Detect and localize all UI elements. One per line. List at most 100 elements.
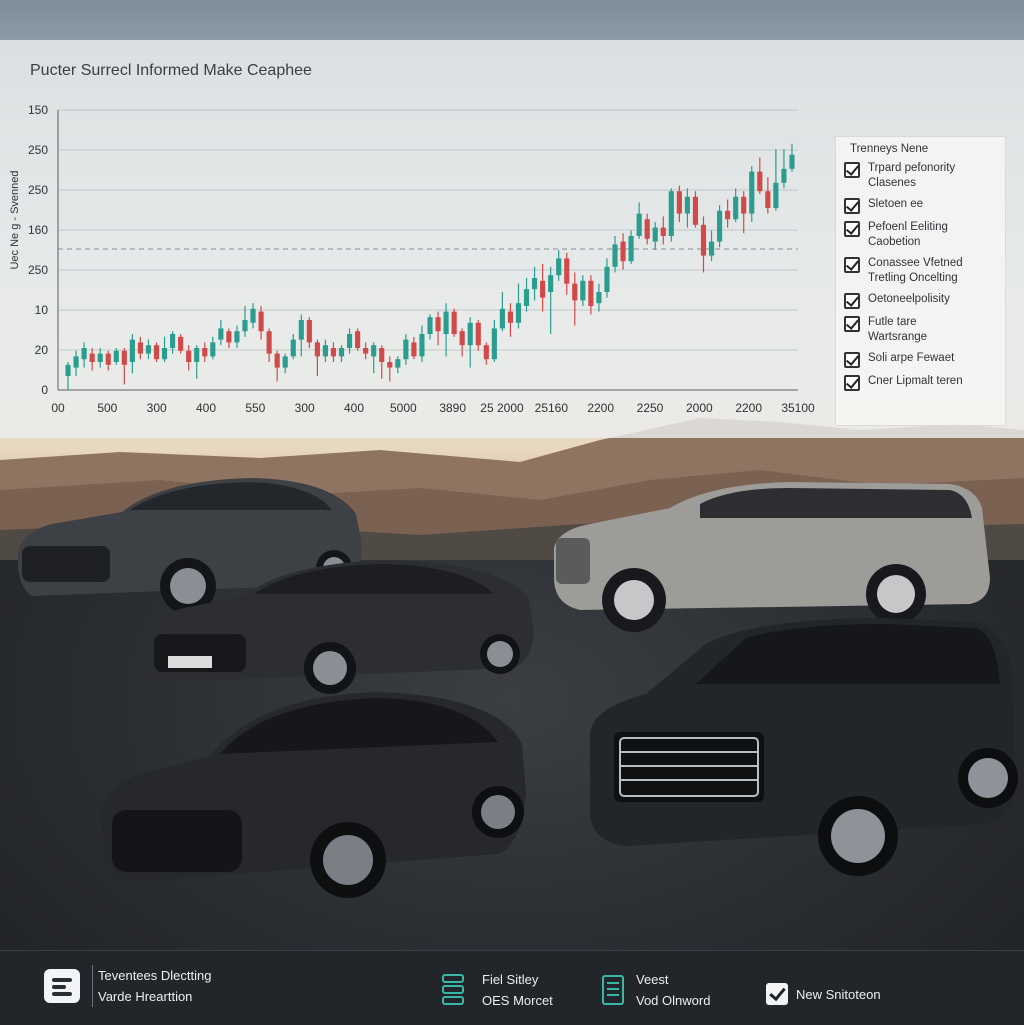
candle-body <box>314 342 320 357</box>
checklist-item[interactable]: Pefoenl Eeliting Caobetion <box>844 220 997 250</box>
checklist-item[interactable]: Futle tare Wartsrange <box>844 315 997 345</box>
checklist-item-line: Trpard pefonority <box>868 162 956 174</box>
candle-body <box>355 331 361 348</box>
chart-title: Pucter Surrecl Informed Make Ceaphee <box>30 62 312 79</box>
x-tick-label: 25 2000 <box>480 401 524 415</box>
candle-body <box>338 348 345 357</box>
candle-body <box>97 353 103 362</box>
x-tick-label: 2250 <box>637 401 664 415</box>
candle-body <box>556 258 562 276</box>
y-tick-label: 20 <box>35 343 49 357</box>
x-tick-label: 2200 <box>587 401 614 415</box>
checklist-item[interactable]: Cner Lipmalt teren <box>844 374 997 391</box>
candle-body <box>346 334 353 348</box>
checkbox-checked-icon[interactable] <box>844 162 860 178</box>
candle-body <box>443 311 449 334</box>
x-tick-label: 400 <box>344 401 364 415</box>
footer-item4-line1: New Snitoteon <box>796 986 881 1002</box>
checklist-item[interactable]: Oetoneelpolisity <box>844 292 997 309</box>
candle-body <box>531 278 538 290</box>
candle-body <box>548 275 554 292</box>
checklist-icon <box>602 975 624 1005</box>
checklist-item[interactable]: Trpard pefonority Clasenes <box>844 161 997 191</box>
y-tick-label: 250 <box>28 183 48 197</box>
candle-body <box>588 280 594 306</box>
candle-body <box>178 336 184 351</box>
checkbox-checked-icon[interactable] <box>844 375 860 391</box>
checklist-item-line: Cner Lipmalt teren <box>868 375 963 387</box>
candle-body <box>676 191 682 214</box>
candle-body <box>636 213 642 236</box>
candle-body <box>137 342 143 354</box>
footer-item-teventees[interactable]: Teventees Dlectting Varde Hrearttion <box>44 965 211 1007</box>
candle-body <box>692 196 699 225</box>
candle-body <box>612 244 618 267</box>
candlestick-chart: 150 250 250 160 250 10 20 0 Uec Ne g - Svenned 00… <box>9 103 815 415</box>
checkbox-checked-icon[interactable] <box>844 198 860 214</box>
checklist-panel: Trenneys Nene Trpard pefonority Clasenes S… <box>835 136 1006 426</box>
suv-black-front <box>590 618 1018 876</box>
candle-body <box>121 350 127 365</box>
candle-body <box>145 345 152 354</box>
checklist-item-label: Sletoen ee <box>868 197 923 212</box>
chart-panel: Pucter Surrecl Informed Make Ceaphee 150… <box>0 40 1024 438</box>
candle-body <box>218 328 224 340</box>
footer-divider <box>92 965 93 1007</box>
candle-body <box>725 210 731 220</box>
checklist-item[interactable]: Sletoen ee <box>844 197 997 214</box>
footer-item-new-snitoteon[interactable]: New Snitoteon <box>766 983 881 1005</box>
x-tick-label: 300 <box>147 401 167 415</box>
candle-body <box>258 311 264 332</box>
checklist-item-label: Trpard pefonority Clasenes <box>868 161 955 191</box>
candle-body <box>668 191 674 236</box>
candle-body <box>499 308 505 329</box>
checkbox-checked-icon[interactable] <box>844 352 860 368</box>
card-icon <box>44 969 80 1003</box>
candle-body <box>596 292 602 304</box>
checkmark-icon <box>766 983 788 1005</box>
footer-item1-line2: Varde Hrearttion <box>98 989 193 1004</box>
candle-body <box>483 345 489 360</box>
database-icon <box>442 974 464 1006</box>
candle-body <box>290 339 296 357</box>
candle-body <box>194 348 200 362</box>
candle-body <box>89 353 95 362</box>
candle-body <box>105 353 111 365</box>
candle-body <box>81 348 87 360</box>
y-tick-label: 10 <box>35 303 49 317</box>
checklist-item[interactable]: Soli arpe Fewaet <box>844 351 997 368</box>
candle-body <box>660 227 666 236</box>
candle-body <box>604 266 610 292</box>
candle-body <box>741 196 747 214</box>
checkbox-checked-icon[interactable] <box>844 221 860 237</box>
footer-item-fiel-sitley[interactable]: Fiel Sitley OES Morcet <box>442 969 553 1011</box>
candle-body <box>186 350 192 362</box>
candle-body <box>210 342 216 357</box>
candle-body <box>427 317 433 334</box>
checkbox-checked-icon[interactable] <box>844 257 860 273</box>
footer-item3-line2: Vod Olnword <box>636 993 711 1008</box>
checklist-item-line: Tretling Oncelting <box>868 272 958 284</box>
checklist-item-line: Wartsrange <box>868 331 928 343</box>
candle-body <box>515 303 522 323</box>
candle-body <box>129 339 135 362</box>
candle-body <box>379 348 385 362</box>
checklist-item[interactable]: Conassee Vfetned Tretling Oncelting <box>844 256 997 286</box>
x-tick-label: 500 <box>97 401 117 415</box>
candle-body <box>620 241 626 262</box>
candle-body <box>540 280 546 298</box>
candle-body <box>363 348 369 354</box>
candle-body <box>789 154 795 169</box>
footer-item-veest[interactable]: Veest Vod Olnword <box>602 969 710 1011</box>
checkbox-checked-icon[interactable] <box>844 316 860 332</box>
checklist-item-line: Pefoenl Eeliting <box>868 221 948 233</box>
candle-body <box>733 196 739 220</box>
x-tick-label: 300 <box>295 401 315 415</box>
candle-body <box>773 182 779 208</box>
candle-body <box>395 359 401 368</box>
y-tick-label: 250 <box>28 263 48 277</box>
checkbox-checked-icon[interactable] <box>844 293 860 309</box>
checklist-item-line: Soli arpe Fewaet <box>868 352 955 364</box>
candle-body <box>435 317 441 332</box>
x-tick-label: 400 <box>196 401 216 415</box>
